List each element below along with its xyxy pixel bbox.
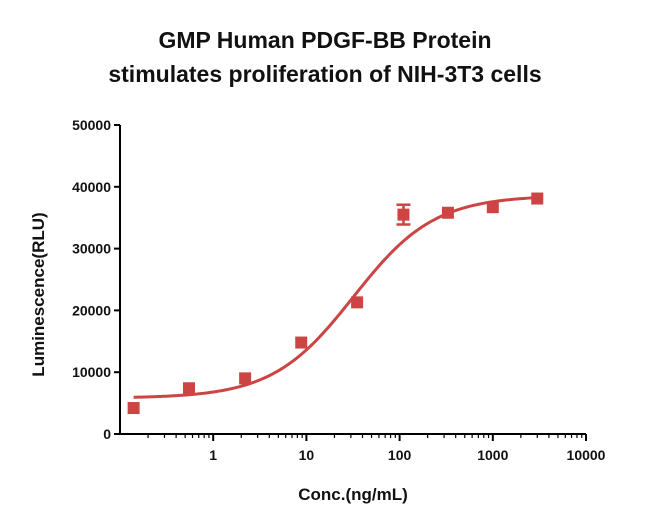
fit-curve — [133, 196, 538, 399]
data-point — [531, 192, 544, 205]
data-point — [183, 382, 196, 395]
x-axis-title: Conc.(ng/mL) — [298, 485, 408, 504]
y-tick-label: 10000 — [72, 364, 111, 380]
data-point — [486, 201, 499, 214]
x-tick-label: 10 — [299, 447, 315, 463]
chart-title-line-1: GMP Human PDGF-BB Protein — [158, 27, 492, 53]
chart-title-line-2: stimulates proliferation of NIH-3T3 cell… — [108, 61, 542, 87]
y-tick-label: 40000 — [72, 179, 111, 195]
y-tick-label: 0 — [103, 426, 111, 442]
x-tick-label: 10000 — [567, 447, 606, 463]
data-point — [239, 372, 252, 385]
data-point — [441, 206, 454, 219]
y-tick-label: 30000 — [72, 241, 111, 257]
x-tick-label: 1000 — [477, 447, 508, 463]
data-point — [351, 296, 364, 309]
y-tick-label: 50000 — [72, 117, 111, 133]
data-point — [295, 336, 308, 349]
x-tick-label: 1 — [209, 447, 217, 463]
data-point — [127, 402, 140, 415]
y-tick-label: 20000 — [72, 302, 111, 318]
x-tick-label: 100 — [388, 447, 412, 463]
data-point — [397, 208, 410, 221]
y-axis-title: Luminescence(RLU) — [29, 212, 48, 376]
